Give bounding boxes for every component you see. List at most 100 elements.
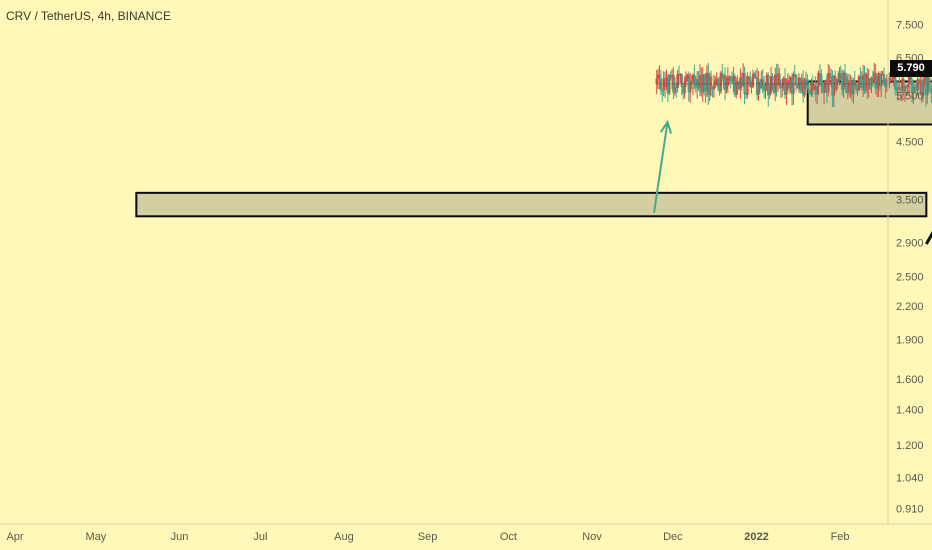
candle-body	[677, 74, 681, 76]
candle-body	[730, 80, 734, 83]
candle-body	[736, 80, 739, 89]
y-tick-label: 1.040	[896, 473, 924, 485]
candle-body	[857, 76, 861, 91]
candle-body	[709, 76, 713, 88]
y-tick-label: 5.500	[896, 91, 924, 103]
candle-body	[693, 74, 696, 81]
candle-body	[782, 78, 785, 85]
x-tick-label: Jun	[171, 531, 189, 543]
candle-body	[910, 79, 914, 93]
candle-body	[871, 77, 875, 80]
y-tick-label: 6.500	[896, 52, 924, 64]
candle-body	[682, 86, 685, 94]
candle-body	[884, 81, 887, 88]
x-tick-label: Jul	[253, 531, 267, 543]
candle-body	[920, 80, 923, 96]
candle-body	[789, 77, 792, 89]
candle-body	[829, 76, 833, 78]
candle-body	[670, 75, 674, 78]
y-tick-label: 2.900	[896, 237, 924, 249]
candle-body	[888, 77, 891, 84]
candle-body	[715, 79, 718, 81]
candle-body	[764, 86, 767, 91]
candle-body	[751, 73, 755, 87]
candle-body	[721, 72, 724, 79]
y-tick-label: 4.500	[896, 137, 924, 149]
candle-body	[799, 77, 802, 91]
candle-body	[906, 84, 909, 88]
candle-body	[778, 73, 781, 85]
x-tick-label: Apr	[6, 531, 23, 543]
candle-body	[924, 76, 928, 96]
support-zone	[135, 191, 928, 218]
candle-body	[661, 90, 664, 92]
x-tick-label: Dec	[663, 531, 683, 543]
candle-body	[902, 79, 905, 93]
candle-body	[854, 83, 858, 90]
candle-body	[684, 78, 688, 82]
candle-body	[896, 87, 900, 90]
candle-body	[882, 74, 886, 82]
candle-body	[895, 89, 898, 91]
candle-body	[669, 75, 672, 78]
candle-body	[859, 76, 862, 80]
candle-body	[714, 80, 717, 86]
candle-body	[683, 81, 686, 94]
candle-body	[744, 93, 748, 95]
candles-layer	[655, 62, 932, 108]
candle-body	[746, 76, 749, 95]
candle-body	[900, 79, 904, 91]
candle-body	[843, 72, 847, 78]
candle-body	[735, 80, 738, 95]
candle-body	[708, 76, 711, 96]
candle-body	[786, 80, 790, 85]
candle-body	[881, 74, 884, 76]
candle-body	[760, 79, 763, 89]
candle-body	[875, 86, 879, 89]
candle-body	[863, 74, 866, 91]
candle-body	[726, 77, 730, 86]
candle-body	[814, 85, 817, 95]
x-tick-label: Nov	[582, 531, 602, 543]
candle-body	[838, 73, 841, 80]
candle-body	[797, 77, 801, 89]
candle-body	[899, 88, 902, 91]
candle-body	[880, 75, 883, 87]
candle-body	[655, 78, 658, 84]
time-axis: Apr May Jun Jul Aug Sep Oct Nov Dec 2022 Feb	[0, 523, 932, 543]
candle-body	[728, 76, 731, 78]
candle-body	[866, 73, 869, 89]
x-tick-label: Aug	[334, 531, 354, 543]
candle-body	[892, 76, 895, 79]
candle-body	[835, 79, 838, 90]
candle-body	[757, 81, 760, 95]
y-tick-label: 2.500	[896, 271, 924, 283]
candle-body	[815, 86, 819, 95]
candle-body	[903, 86, 907, 93]
candle-body	[718, 87, 721, 92]
candle-body	[834, 75, 837, 90]
candle-body	[885, 79, 889, 88]
y-tick-label: 7.500	[896, 19, 924, 31]
candle-body	[665, 77, 668, 87]
candle-body	[755, 77, 759, 95]
candle-body	[839, 73, 842, 75]
candle-body	[811, 81, 815, 90]
candle-body	[806, 84, 809, 89]
candle-body	[704, 84, 707, 92]
candle-body	[732, 76, 735, 83]
candle-body	[758, 81, 762, 89]
candle-body	[868, 78, 872, 83]
candle-body	[729, 76, 732, 81]
candle-body	[831, 76, 834, 96]
candle-body	[771, 76, 774, 89]
candle-body	[747, 76, 750, 78]
candle-body	[697, 79, 700, 89]
x-tick-label: Feb	[831, 531, 850, 543]
candle-body	[776, 73, 780, 86]
candle-body	[753, 73, 756, 79]
candle-body	[772, 88, 776, 93]
y-tick-label: 1.400	[896, 404, 924, 416]
